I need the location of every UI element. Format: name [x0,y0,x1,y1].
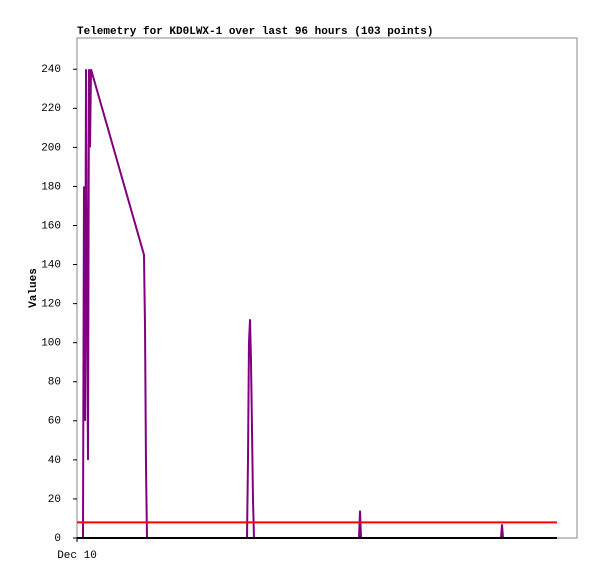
y-tick-label: 120 [41,299,61,311]
y-tick-label: 0 [54,533,61,545]
y-tick-label: 80 [48,377,61,389]
y-tick-label: 40 [48,455,61,467]
y-tick-label: 180 [41,181,61,193]
y-tick-label: 20 [48,494,61,506]
y-tick-label: 200 [41,142,61,154]
chart-title: Telemetry for KD0LWX-1 over last 96 hour… [77,26,433,38]
plot-frame [76,37,578,539]
y-tick-label: 60 [48,416,61,428]
y-tick-label: 140 [41,259,61,271]
x-tick-label: Dec 10 [57,550,97,562]
y-tick-label: 240 [41,64,61,76]
y-axis-label: Values [28,268,40,308]
y-tick-label: 160 [41,220,61,232]
y-tick-label: 220 [41,103,61,115]
y-tick-label: 100 [41,338,61,350]
